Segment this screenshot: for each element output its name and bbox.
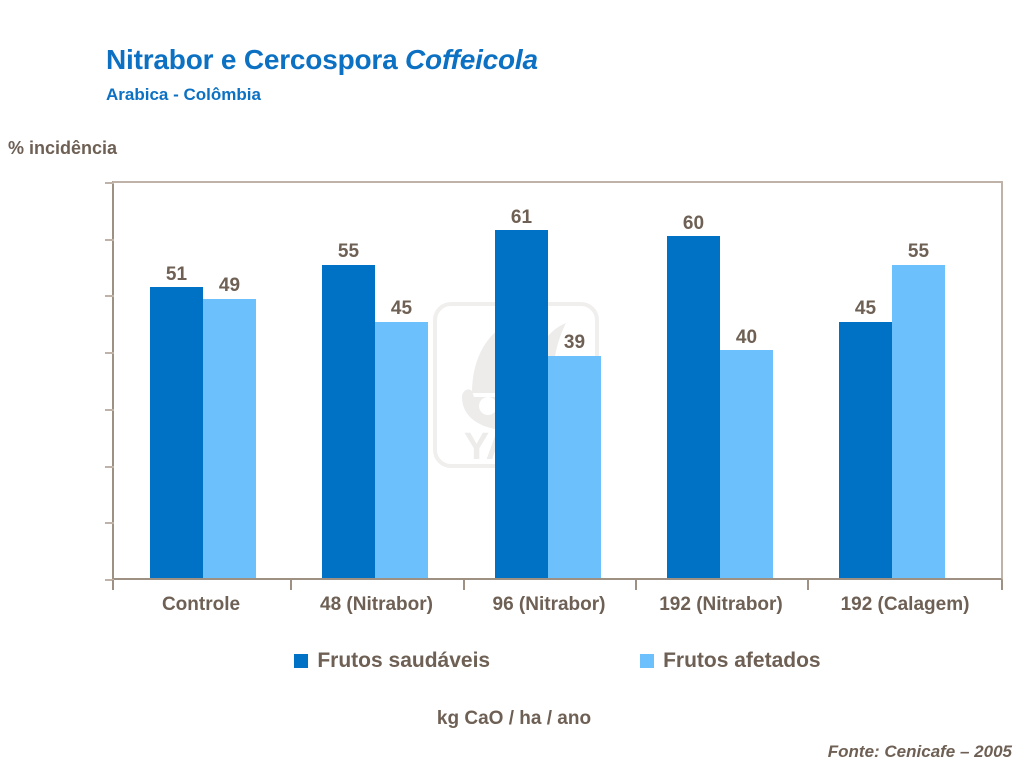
x-tick-mark — [635, 580, 637, 590]
y-tick-mark — [105, 352, 114, 355]
x-category-label-96-nitrabor: 96 (Nitrabor) — [492, 594, 606, 615]
bar-96-nitrabor-frutos-afetados — [548, 355, 601, 578]
y-tick-mark — [105, 182, 114, 184]
bar-96-nitrabor-frutos-saudaveis — [495, 230, 548, 578]
y-tick-mark — [105, 465, 114, 468]
x-axis-title: kg CaO / ha / ano — [436, 708, 592, 729]
x-tick-mark — [1001, 580, 1003, 590]
bar-48-nitrabor-frutos-saudaveis — [322, 264, 375, 578]
bar-value-label: 51 — [165, 264, 188, 285]
page-title-italic: Coffeicola — [405, 44, 538, 75]
chart-legend: Frutos saudáveis Frutos afetados — [112, 649, 1003, 673]
legend-swatch-icon — [294, 654, 309, 668]
y-tick-mark — [105, 522, 114, 525]
x-tick-mark — [112, 580, 114, 590]
x-tick-mark — [807, 580, 809, 590]
x-category-label-controle: Controle — [161, 594, 241, 615]
source-note: Fonte: Cenicafe – 2005 — [827, 742, 1012, 761]
x-tick-mark — [463, 580, 465, 590]
bar-controle-frutos-afetados — [203, 298, 256, 578]
y-tick-mark — [105, 579, 114, 581]
bar-192-nitrabor-frutos-afetados — [720, 350, 773, 578]
bar-value-label: 61 — [510, 207, 533, 228]
legend-item-frutos-afetados[interactable]: Frutos afetados — [640, 649, 821, 673]
bar-value-label: 55 — [337, 241, 360, 262]
bar-value-label: 40 — [735, 327, 758, 348]
page-subtitle: Arabica - Colômbia — [106, 85, 261, 104]
page-title: Nitrabor e Cercospora Coffeicola — [106, 44, 538, 76]
page-title-plain: Nitrabor e Cercospora — [106, 44, 406, 75]
y-tick-mark — [105, 295, 114, 298]
bar-value-label: 60 — [682, 213, 705, 234]
y-axis-title: % incidência — [8, 138, 118, 158]
bar-value-label: 55 — [907, 241, 930, 262]
x-category-label-192-calagem: 192 (Calagem) — [840, 594, 970, 615]
y-tick-mark — [105, 408, 114, 411]
plot-area: YARA 51 49 55 45 61 39 60 40 45 55 — [105, 181, 1003, 581]
legend-item-label: Frutos afetados — [663, 649, 821, 672]
bar-48-nitrabor-frutos-afetados — [375, 321, 428, 578]
legend-item-frutos-saudaveis[interactable]: Frutos saudáveis — [294, 649, 490, 673]
bar-192-calagem-frutos-saudaveis — [839, 321, 892, 578]
bar-value-label: 49 — [218, 275, 241, 296]
legend-swatch-icon — [640, 654, 655, 668]
x-category-label-48-nitrabor: 48 (Nitrabor) — [320, 594, 433, 615]
bar-192-calagem-frutos-afetados — [892, 264, 945, 578]
bar-value-label: 45 — [390, 298, 413, 319]
bar-value-label: 39 — [563, 332, 586, 353]
x-tick-mark — [290, 580, 292, 590]
bar-controle-frutos-saudaveis — [150, 287, 203, 578]
bar-192-nitrabor-frutos-saudaveis — [667, 236, 720, 578]
bar-value-label: 45 — [854, 298, 877, 319]
y-tick-mark — [105, 238, 114, 241]
x-category-label-192-nitrabor: 192 (Nitrabor) — [659, 594, 783, 615]
legend-item-label: Frutos saudáveis — [317, 649, 491, 672]
